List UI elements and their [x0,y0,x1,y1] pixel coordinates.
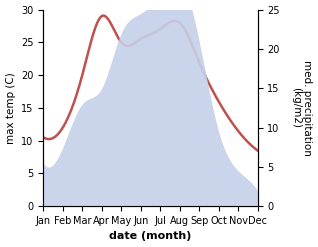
Y-axis label: max temp (C): max temp (C) [5,72,16,144]
X-axis label: date (month): date (month) [109,231,192,242]
Y-axis label: med. precipitation
(kg/m2): med. precipitation (kg/m2) [291,60,313,156]
